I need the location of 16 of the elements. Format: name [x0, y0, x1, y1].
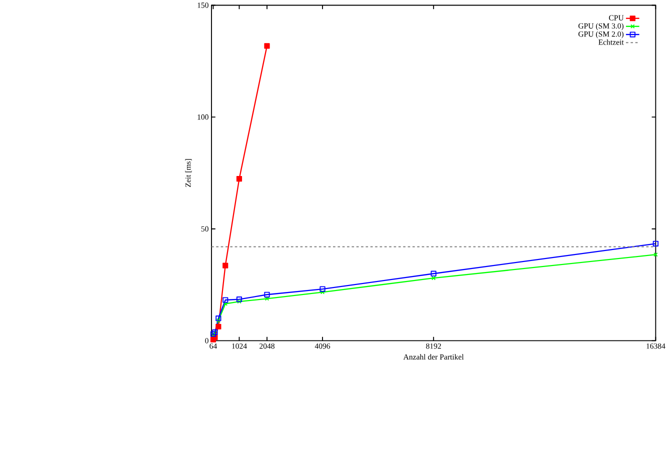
- point: [652, 240, 658, 246]
- point: [430, 270, 436, 276]
- point: [264, 43, 270, 49]
- point: [236, 296, 242, 302]
- point: [222, 262, 228, 268]
- point: [222, 297, 228, 303]
- point: [236, 176, 242, 182]
- point: [320, 290, 325, 294]
- point: [237, 299, 242, 304]
- point: [216, 324, 222, 330]
- point: [216, 316, 222, 322]
- point: [264, 292, 270, 298]
- point: [216, 318, 221, 323]
- point: [320, 286, 326, 292]
- point: [431, 276, 436, 280]
- point: [223, 302, 228, 306]
